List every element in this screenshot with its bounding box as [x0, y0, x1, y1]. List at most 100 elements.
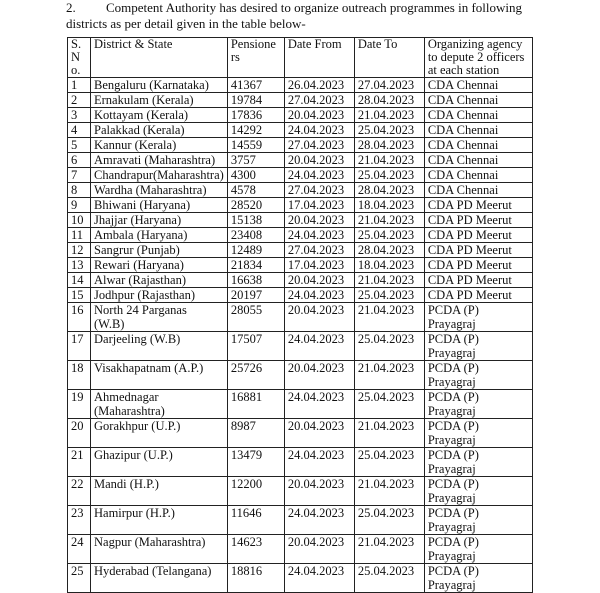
paragraph-number: 2. — [66, 0, 76, 15]
intro-paragraph: 2. Competent Authority has desired to org… — [66, 0, 566, 32]
date-to: 18.04.2023 — [353, 197, 425, 213]
date-to: 28.04.2023 — [353, 242, 425, 258]
serial-number: 25 — [67, 563, 91, 593]
date-from: 20.04.2023 — [283, 302, 355, 332]
district-state: Darjeeling (W.B) — [90, 331, 228, 361]
pensioners: 17507 — [226, 331, 285, 361]
date-from: 26.04.2023 — [283, 77, 355, 93]
date-to: 21.04.2023 — [353, 360, 425, 390]
district-state: North 24 Parganas (W.B) — [90, 302, 228, 332]
date-from: 24.04.2023 — [283, 331, 355, 361]
organizing-agency: CDA PD Meerut — [423, 197, 533, 213]
pensioners: 12489 — [226, 242, 285, 258]
pensioners: 11646 — [226, 505, 285, 535]
organizing-agency: CDA Chennai — [423, 152, 533, 168]
table-row: 3 Kottayam (Kerala) 17836 20.04.2023 21.04.2… — [67, 107, 533, 123]
date-from: 24.04.2023 — [283, 167, 355, 183]
date-from: 20.04.2023 — [283, 152, 355, 168]
date-from: 24.04.2023 — [283, 287, 355, 303]
organizing-agency: CDA Chennai — [423, 107, 533, 123]
district-state: Ernakulam (Kerala) — [90, 92, 228, 108]
serial-number: 2 — [67, 92, 91, 108]
district-state: Chandrapur(Maharashtra) — [90, 167, 228, 183]
table-row: 25 Hyderabad (Telangana) 18816 24.04.2023 25… — [67, 563, 533, 593]
table-row: 8 Wardha (Maharashtra) 4578 27.04.2023 28.04… — [67, 182, 533, 198]
district-state: Mandi (H.P.) — [90, 476, 228, 506]
pensioners: 16881 — [226, 389, 285, 419]
serial-number: 7 — [67, 167, 91, 183]
date-to: 21.04.2023 — [353, 302, 425, 332]
date-from: 20.04.2023 — [283, 107, 355, 123]
organizing-agency: PCDA (P) Prayagraj — [423, 505, 533, 535]
date-to: 21.04.2023 — [353, 476, 425, 506]
serial-number: 4 — [67, 122, 91, 138]
district-state: Hyderabad (Telangana) — [90, 563, 228, 593]
date-from: 24.04.2023 — [283, 505, 355, 535]
date-to: 21.04.2023 — [353, 212, 425, 228]
column-header: Organizing agency to depute 2 officers a… — [423, 37, 533, 78]
organizing-agency: CDA PD Meerut — [423, 257, 533, 273]
header-row: S. N o. District & State Pensione rs Date F… — [67, 37, 533, 78]
organizing-agency: PCDA (P) Prayagraj — [423, 534, 533, 564]
serial-number: 12 — [67, 242, 91, 258]
district-state: Bhiwani (Haryana) — [90, 197, 228, 213]
organizing-agency: PCDA (P) Prayagraj — [423, 476, 533, 506]
date-from: 20.04.2023 — [283, 476, 355, 506]
serial-number: 20 — [67, 418, 91, 448]
date-from: 24.04.2023 — [283, 447, 355, 477]
table-row: 10 Jhajjar (Haryana) 15138 20.04.2023 21.04.… — [67, 212, 533, 228]
date-to: 25.04.2023 — [353, 389, 425, 419]
date-from: 27.04.2023 — [283, 137, 355, 153]
date-to: 27.04.2023 — [353, 77, 425, 93]
outreach-table: S. N o. District & State Pensione rs Date F… — [67, 37, 533, 593]
district-state: Jhajjar (Haryana) — [90, 212, 228, 228]
serial-number: 5 — [67, 137, 91, 153]
pensioners: 28055 — [226, 302, 285, 332]
column-header: Date To — [353, 37, 425, 78]
table-row: 17 Darjeeling (W.B) 17507 24.04.2023 25.04.2… — [67, 331, 533, 361]
pensioners: 13479 — [226, 447, 285, 477]
serial-number: 6 — [67, 152, 91, 168]
table-row: 5 Kannur (Kerala) 14559 27.04.2023 28.04.202… — [67, 137, 533, 153]
table-row: 1 Bengaluru (Karnataka) 41367 26.04.2023 27.… — [67, 77, 533, 93]
date-to: 21.04.2023 — [353, 418, 425, 448]
date-to: 25.04.2023 — [353, 505, 425, 535]
pensioners: 17836 — [226, 107, 285, 123]
column-header: District & State — [90, 37, 228, 78]
pensioners: 19784 — [226, 92, 285, 108]
organizing-agency: PCDA (P) Prayagraj — [423, 302, 533, 332]
date-to: 21.04.2023 — [353, 534, 425, 564]
organizing-agency: CDA Chennai — [423, 122, 533, 138]
date-from: 24.04.2023 — [283, 563, 355, 593]
table-row: 14 Alwar (Rajasthan) 16638 20.04.2023 21.04.… — [67, 272, 533, 288]
date-to: 18.04.2023 — [353, 257, 425, 273]
date-from: 20.04.2023 — [283, 272, 355, 288]
pensioners: 4578 — [226, 182, 285, 198]
district-state: Alwar (Rajasthan) — [90, 272, 228, 288]
pensioners: 21834 — [226, 257, 285, 273]
district-state: Palakkad (Kerala) — [90, 122, 228, 138]
date-to: 25.04.2023 — [353, 167, 425, 183]
organizing-agency: PCDA (P) Prayagraj — [423, 563, 533, 593]
pensioners: 23408 — [226, 227, 285, 243]
serial-number: 16 — [67, 302, 91, 332]
date-to: 28.04.2023 — [353, 137, 425, 153]
district-state: Jodhpur (Rajasthan) — [90, 287, 228, 303]
serial-number: 24 — [67, 534, 91, 564]
column-header: S. N o. — [67, 37, 91, 78]
district-state: Gorakhpur (U.P.) — [90, 418, 228, 448]
date-from: 27.04.2023 — [283, 182, 355, 198]
table-row: 12 Sangrur (Punjab) 12489 27.04.2023 28.04.2… — [67, 242, 533, 258]
date-to: 25.04.2023 — [353, 287, 425, 303]
organizing-agency: CDA PD Meerut — [423, 212, 533, 228]
organizing-agency: PCDA (P) Prayagraj — [423, 360, 533, 390]
organizing-agency: CDA PD Meerut — [423, 287, 533, 303]
organizing-agency: PCDA (P) Prayagraj — [423, 418, 533, 448]
table-row: 13 Rewari (Haryana) 21834 17.04.2023 18.04.2… — [67, 257, 533, 273]
pensioners: 14559 — [226, 137, 285, 153]
district-state: Ahmednagar (Maharashtra) — [90, 389, 228, 419]
table-row: 21 Ghazipur (U.P.) 13479 24.04.2023 25.04.20… — [67, 447, 533, 477]
serial-number: 19 — [67, 389, 91, 419]
pensioners: 18816 — [226, 563, 285, 593]
serial-number: 1 — [67, 77, 91, 93]
